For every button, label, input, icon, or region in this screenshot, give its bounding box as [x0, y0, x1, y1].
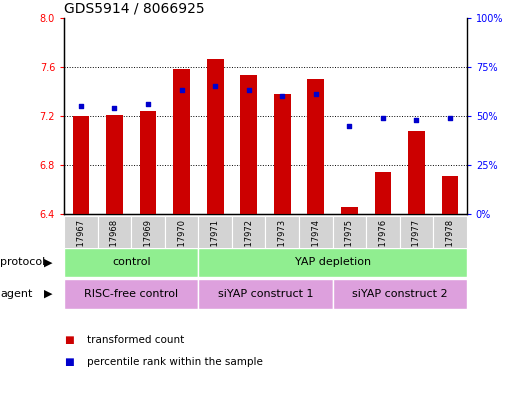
Bar: [207, 59, 224, 214]
Point: [379, 115, 387, 121]
Text: GSM1517977: GSM1517977: [412, 219, 421, 275]
Bar: [400, 216, 433, 269]
Text: siYAP construct 1: siYAP construct 1: [218, 289, 313, 299]
Bar: [173, 69, 190, 214]
Bar: [442, 176, 459, 214]
Text: GSM1517978: GSM1517978: [446, 219, 455, 275]
Bar: [366, 216, 400, 269]
Text: siYAP construct 2: siYAP construct 2: [352, 289, 447, 299]
Text: ▶: ▶: [44, 257, 52, 267]
Text: GSM1517975: GSM1517975: [345, 219, 354, 275]
Bar: [299, 216, 332, 269]
Bar: [106, 115, 123, 214]
Text: transformed count: transformed count: [87, 335, 185, 345]
Text: GSM1517969: GSM1517969: [144, 219, 152, 275]
Bar: [274, 94, 291, 214]
Text: GSM1517970: GSM1517970: [177, 219, 186, 275]
Point: [77, 103, 85, 109]
Point: [446, 115, 454, 121]
Bar: [199, 248, 467, 277]
Point: [211, 83, 219, 90]
Text: agent: agent: [0, 289, 32, 299]
Point: [110, 105, 119, 111]
Text: control: control: [112, 257, 150, 267]
Text: GSM1517971: GSM1517971: [211, 219, 220, 275]
Bar: [307, 79, 324, 214]
Text: percentile rank within the sample: percentile rank within the sample: [87, 356, 263, 367]
Point: [278, 93, 286, 99]
Bar: [232, 216, 266, 269]
Text: GSM1517976: GSM1517976: [379, 219, 387, 275]
Point: [177, 87, 186, 94]
Text: GSM1517973: GSM1517973: [278, 219, 287, 275]
Bar: [140, 111, 156, 214]
Bar: [97, 216, 131, 269]
Bar: [72, 116, 89, 214]
Bar: [374, 173, 391, 214]
Point: [245, 87, 253, 94]
Bar: [199, 216, 232, 269]
Text: YAP depletion: YAP depletion: [294, 257, 371, 267]
Text: GSM1517968: GSM1517968: [110, 219, 119, 275]
Point: [312, 91, 320, 97]
Text: ■: ■: [64, 356, 74, 367]
Bar: [341, 207, 358, 214]
Point: [144, 101, 152, 107]
Point: [345, 123, 353, 129]
Text: protocol: protocol: [0, 257, 45, 267]
Text: ■: ■: [64, 335, 74, 345]
Bar: [408, 130, 425, 214]
Bar: [64, 279, 199, 309]
Text: GSM1517972: GSM1517972: [244, 219, 253, 275]
Bar: [332, 216, 366, 269]
Text: GSM1517967: GSM1517967: [76, 219, 85, 275]
Text: GDS5914 / 8066925: GDS5914 / 8066925: [64, 1, 205, 15]
Bar: [266, 216, 299, 269]
Bar: [433, 216, 467, 269]
Text: ▶: ▶: [44, 289, 52, 299]
Text: GSM1517974: GSM1517974: [311, 219, 320, 275]
Bar: [240, 75, 257, 214]
Point: [412, 117, 421, 123]
Bar: [332, 279, 467, 309]
Bar: [64, 216, 97, 269]
Bar: [165, 216, 199, 269]
Bar: [64, 248, 199, 277]
Text: RISC-free control: RISC-free control: [84, 289, 179, 299]
Bar: [131, 216, 165, 269]
Bar: [199, 279, 332, 309]
